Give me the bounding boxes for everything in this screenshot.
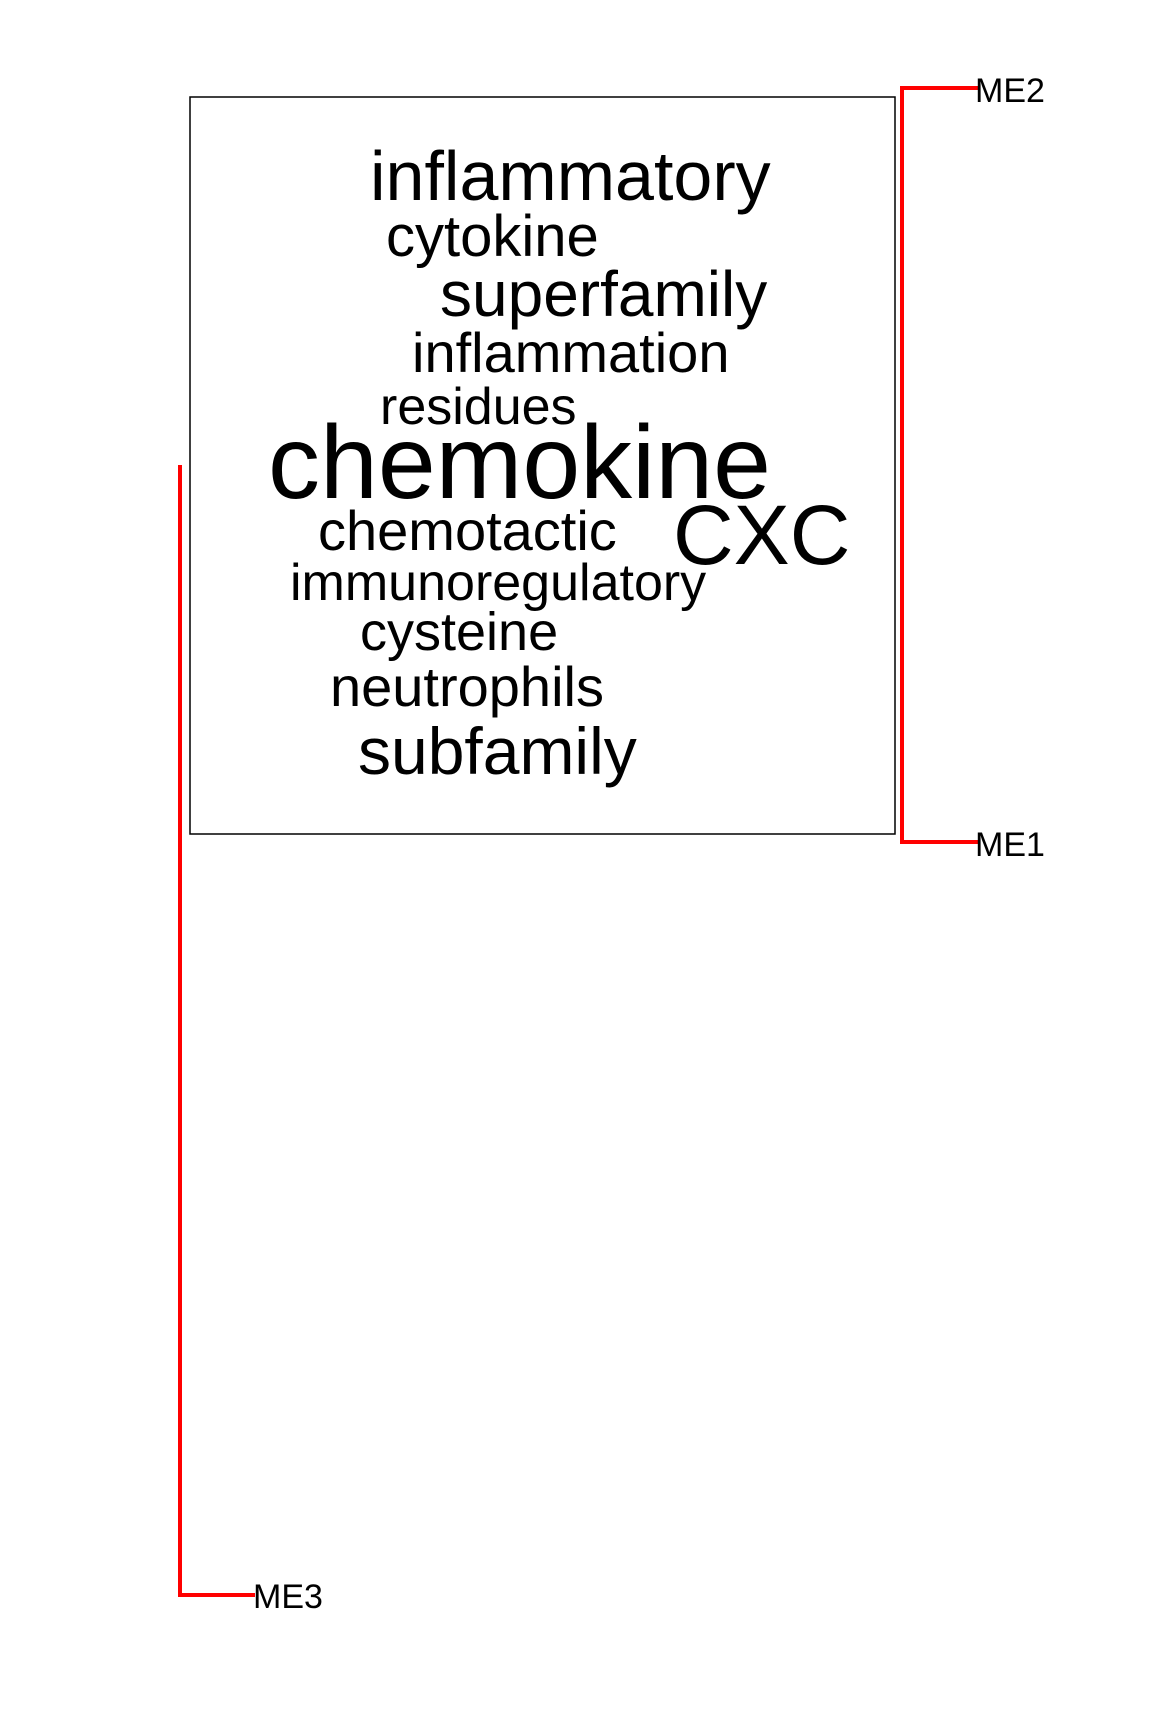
word-cloud-word: CXC — [673, 488, 850, 582]
word-cloud-word: subfamily — [358, 714, 637, 788]
tree-branches — [178, 86, 978, 1597]
word-cloud-word: cytokine — [386, 204, 599, 269]
word-cloud-word: immunoregulatory — [290, 554, 706, 612]
word-cloud: inflammatory cytokine superfamily inflam… — [268, 137, 850, 788]
word-cloud-word: superfamily — [440, 258, 767, 330]
word-cloud-word: neutrophils — [330, 655, 604, 718]
node-wordcloud-frame — [189, 96, 896, 835]
word-cloud-word: inflammation — [412, 321, 729, 384]
word-cloud-word: inflammatory — [370, 137, 771, 215]
leaf-label-me2: ME2 — [975, 72, 1045, 110]
word-cloud-word: cysteine — [360, 602, 558, 662]
leaf-label-me3: ME3 — [253, 1578, 323, 1616]
leaf-labels: ME2 ME1 ME3 — [253, 72, 1045, 1616]
word-cloud-word: chemotactic — [318, 499, 617, 562]
word-cloud-word: chemokine — [268, 405, 771, 521]
word-cloud-word: residues — [380, 378, 577, 436]
leaf-label-me1: ME1 — [975, 826, 1045, 864]
